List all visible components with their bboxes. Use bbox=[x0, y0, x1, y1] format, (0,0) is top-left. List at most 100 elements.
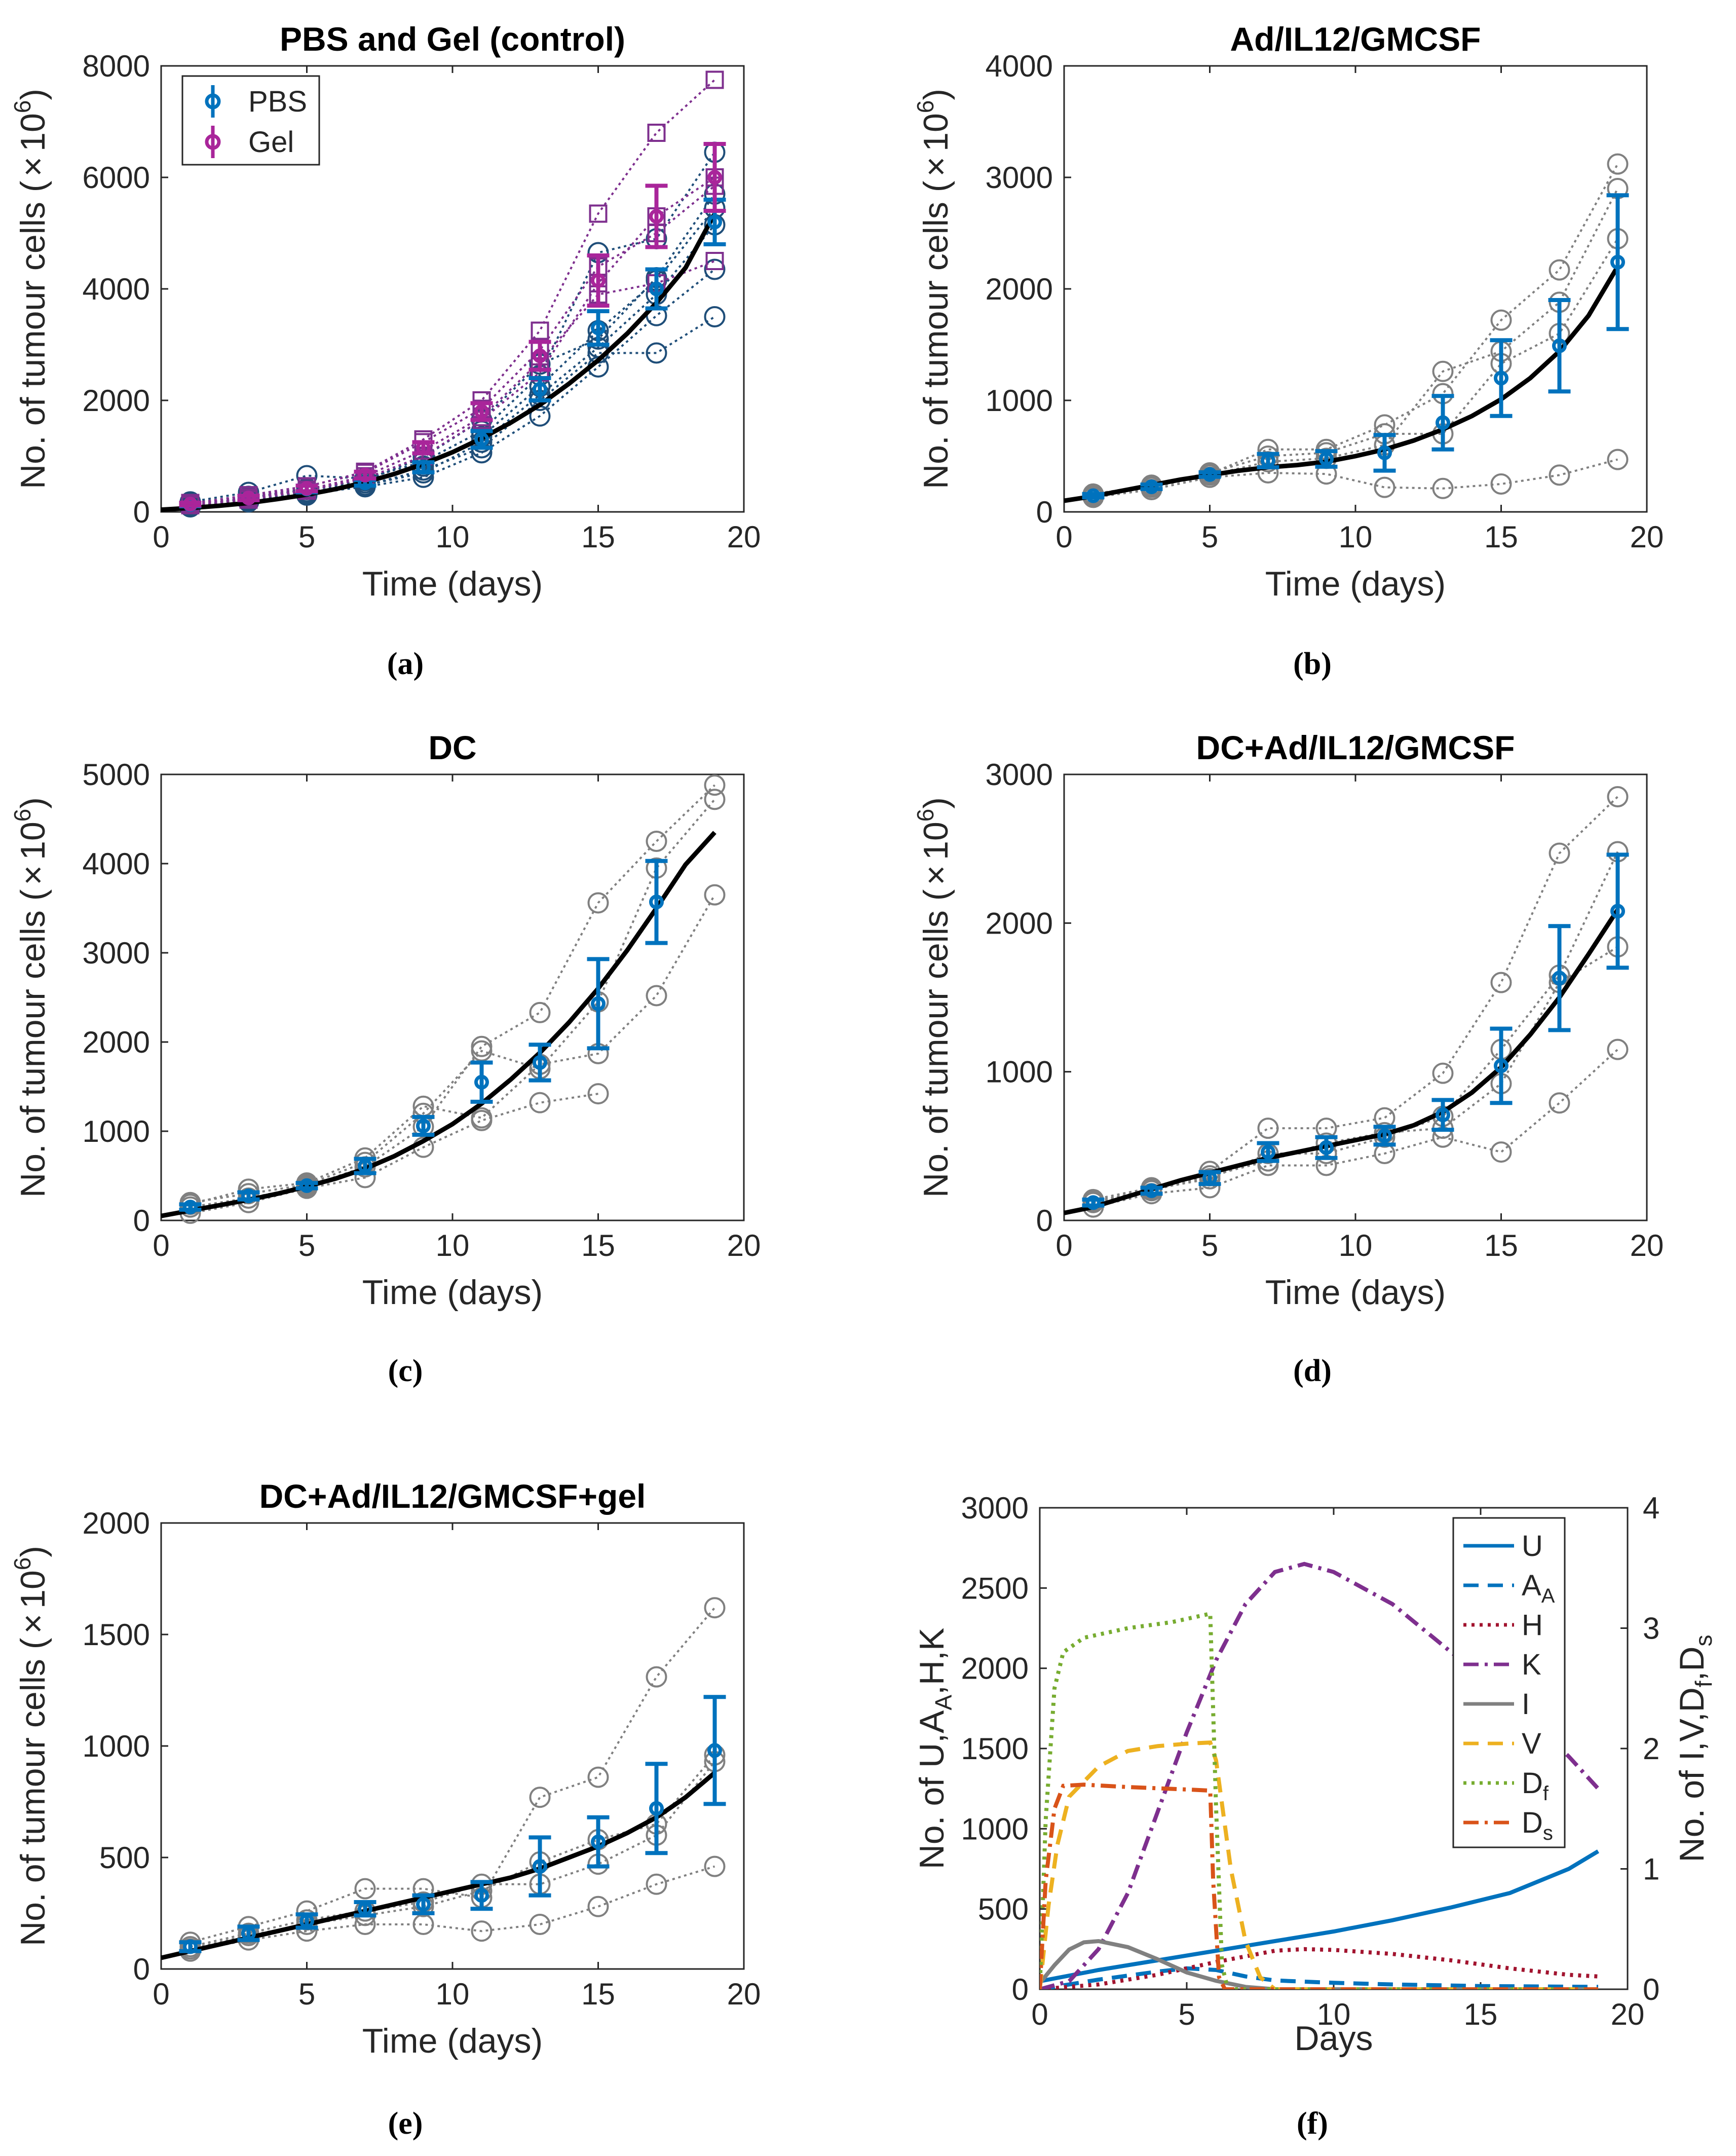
panel-a-gel-trajectory-line bbox=[190, 79, 715, 504]
panel-e-y-tick-label: 0 bbox=[133, 1952, 150, 1986]
panel-d-y-axis-label: No. of tumour cells (×106) bbox=[912, 797, 955, 1198]
panel-b-data-point bbox=[1490, 309, 1512, 331]
panel-e-y-axis-label: No. of tumour cells (×106) bbox=[9, 1546, 52, 1946]
panel-a-gel-data-point bbox=[589, 204, 608, 223]
panel-d-x-tick-label: 20 bbox=[1630, 1229, 1664, 1262]
panel-f-x-tick-label: 5 bbox=[1178, 1997, 1195, 2031]
panel-c-y-tick-label: 0 bbox=[133, 1204, 150, 1238]
panel-b-mean-marker bbox=[1377, 445, 1392, 460]
panel-b-axes-box bbox=[1063, 65, 1648, 513]
panel-c-data-point bbox=[646, 831, 667, 852]
panel-b-y-tick-label: 1000 bbox=[986, 384, 1053, 418]
panel-b-data-point bbox=[1432, 477, 1454, 499]
panel-b-trajectory-line bbox=[1093, 188, 1619, 498]
panel-e-axes-box bbox=[160, 1522, 745, 1970]
panel-d: 0 5 10 15 20 0 1000 2000 3000 DC+Ad/IL12/GMCSF Tim… bbox=[912, 729, 1664, 1388]
panel-a-pbs-mean-marker bbox=[649, 281, 664, 296]
panel-c-data-point bbox=[587, 1083, 609, 1105]
panel-a-pbs-trajectory-line bbox=[190, 316, 715, 507]
panel-e-trajectory-line bbox=[190, 1607, 716, 1944]
panel-a-gel-mean-marker bbox=[416, 440, 431, 455]
panel-a-gel-mean-marker bbox=[299, 481, 314, 496]
panel-d-trajectory-line bbox=[1093, 1049, 1618, 1208]
panel-c-x-axis-label: Time (days) bbox=[362, 1273, 543, 1312]
panel-a-gel-trajectory-line bbox=[190, 176, 715, 506]
panel-b-x-tick-label: 5 bbox=[1201, 520, 1218, 554]
panel-c-data-point bbox=[529, 1001, 551, 1023]
panel-d-mean-marker bbox=[1144, 1183, 1159, 1198]
panel-d-trajectory-line bbox=[1093, 851, 1619, 1204]
panel-d-data-point bbox=[1374, 1107, 1395, 1129]
panel-d-data-point bbox=[1257, 1118, 1279, 1139]
panel-e-y-tick-label: 500 bbox=[99, 1841, 150, 1875]
panel-c-mean-marker bbox=[241, 1188, 256, 1204]
panel-f-right-tick-label: 3 bbox=[1643, 1612, 1659, 1646]
panel-e-y-tick-label: 1000 bbox=[83, 1729, 150, 1763]
panel-a-pbs-mean-marker bbox=[591, 320, 606, 336]
panel-d-data-point bbox=[1199, 1168, 1221, 1189]
panel-a-gel-data-point bbox=[705, 70, 724, 89]
panel-a-pbs-trajectory-line bbox=[190, 268, 715, 506]
panel-d-x-axis-label: Time (days) bbox=[1265, 1273, 1446, 1312]
panel-a-pbs-data-point bbox=[704, 306, 726, 327]
panel-b-caption: (b) bbox=[1293, 647, 1332, 681]
panel-b-x-tick-label: 10 bbox=[1339, 520, 1373, 554]
panel-f-y-tick-label: 0 bbox=[1012, 1973, 1029, 2006]
panel-a-legend-swatch-marker bbox=[205, 134, 221, 150]
panel-d-data-point bbox=[1432, 1062, 1454, 1084]
panel-a-y-tick-label: 6000 bbox=[83, 161, 150, 195]
panel-d-mean-marker bbox=[1319, 1140, 1334, 1155]
panel-b-data-point bbox=[1374, 476, 1395, 498]
panel-a-x-tick-label: 10 bbox=[436, 520, 470, 554]
panel-f-y-tick-label: 1500 bbox=[961, 1732, 1029, 1766]
panel-e-data-point bbox=[587, 1766, 609, 1788]
panel-c-y-tick-label: 3000 bbox=[83, 936, 150, 970]
panel-a-y-axis-label: No. of tumour cells (×106) bbox=[9, 89, 52, 489]
panel-b-y-tick-label: 4000 bbox=[986, 49, 1053, 83]
panel-a-gel-trajectory-line bbox=[190, 260, 715, 505]
panel-c-mean-marker bbox=[358, 1159, 372, 1174]
panel-c-mean-marker bbox=[183, 1200, 198, 1215]
panel-d-data-point bbox=[1490, 1141, 1512, 1163]
panel-f-legend-label: Ds bbox=[1522, 1806, 1553, 1844]
panel-e-x-axis-label: Time (days) bbox=[362, 2022, 543, 2060]
panel-e-trajectory-line bbox=[190, 1865, 715, 1952]
panel-d-x-tick-label: 10 bbox=[1339, 1229, 1373, 1262]
panel-c: 0 5 10 15 20 0 1000 2000 3000 4000 5000 DC Time (day… bbox=[9, 729, 761, 1388]
panel-b-mean-marker bbox=[1144, 479, 1159, 494]
panel-d-y-tick-label: 3000 bbox=[986, 758, 1053, 792]
panel-a: 0 5 10 15 20 0 2000 4000 6000 8000 PBS and Gel (co… bbox=[9, 20, 761, 681]
panel-c-mean-marker bbox=[533, 1055, 547, 1070]
panel-e-x-tick-label: 5 bbox=[298, 1977, 315, 2011]
panel-b-x-tick-label: 15 bbox=[1484, 520, 1518, 554]
panel-c-data-point bbox=[704, 774, 726, 796]
panel-d-model-fit-curve bbox=[1064, 908, 1620, 1215]
panel-d-y-tick-label: 2000 bbox=[986, 906, 1053, 940]
panel-c-trajectory-line bbox=[190, 894, 716, 1206]
panel-f-series-V-line bbox=[1040, 1740, 1598, 1989]
panel-e-data-point bbox=[471, 1920, 493, 1942]
panel-a-gel-mean-marker bbox=[649, 209, 664, 224]
panel-e-data-point bbox=[529, 1787, 551, 1808]
panel-c-x-tick-label: 15 bbox=[581, 1229, 615, 1262]
panel-c-trajectory-line bbox=[190, 784, 715, 1208]
panel-e-mean-marker bbox=[649, 1801, 664, 1816]
panel-d-data-point bbox=[1549, 842, 1570, 864]
panel-e: 0 5 10 15 20 0 500 1000 1500 2000 DC+Ad/IL12/GMCSF… bbox=[9, 1477, 761, 2141]
panel-c-mean-marker bbox=[591, 996, 606, 1011]
panel-e-mean-marker bbox=[591, 1834, 606, 1849]
panel-f-y-tick-label: 2000 bbox=[961, 1652, 1029, 1686]
panel-b-data-point bbox=[1549, 259, 1570, 281]
panel-b-y-tick-label: 2000 bbox=[986, 272, 1053, 306]
panel-b-data-point bbox=[1549, 464, 1570, 486]
panel-a-pbs-mean-marker bbox=[533, 382, 547, 397]
panel-c-data-point bbox=[587, 892, 609, 914]
panel-f-x-tick-label: 15 bbox=[1464, 1997, 1498, 2031]
panel-e-data-point bbox=[704, 1855, 726, 1877]
panel-d-data-point bbox=[1607, 786, 1629, 807]
panel-e-x-tick-label: 15 bbox=[581, 1977, 615, 2011]
panel-d-mean-marker bbox=[1261, 1144, 1275, 1160]
panel-d-mean-marker bbox=[1377, 1128, 1392, 1143]
panel-f-right-y-axis-label: No. of I,V,Df,Ds bbox=[1673, 1635, 1717, 1863]
